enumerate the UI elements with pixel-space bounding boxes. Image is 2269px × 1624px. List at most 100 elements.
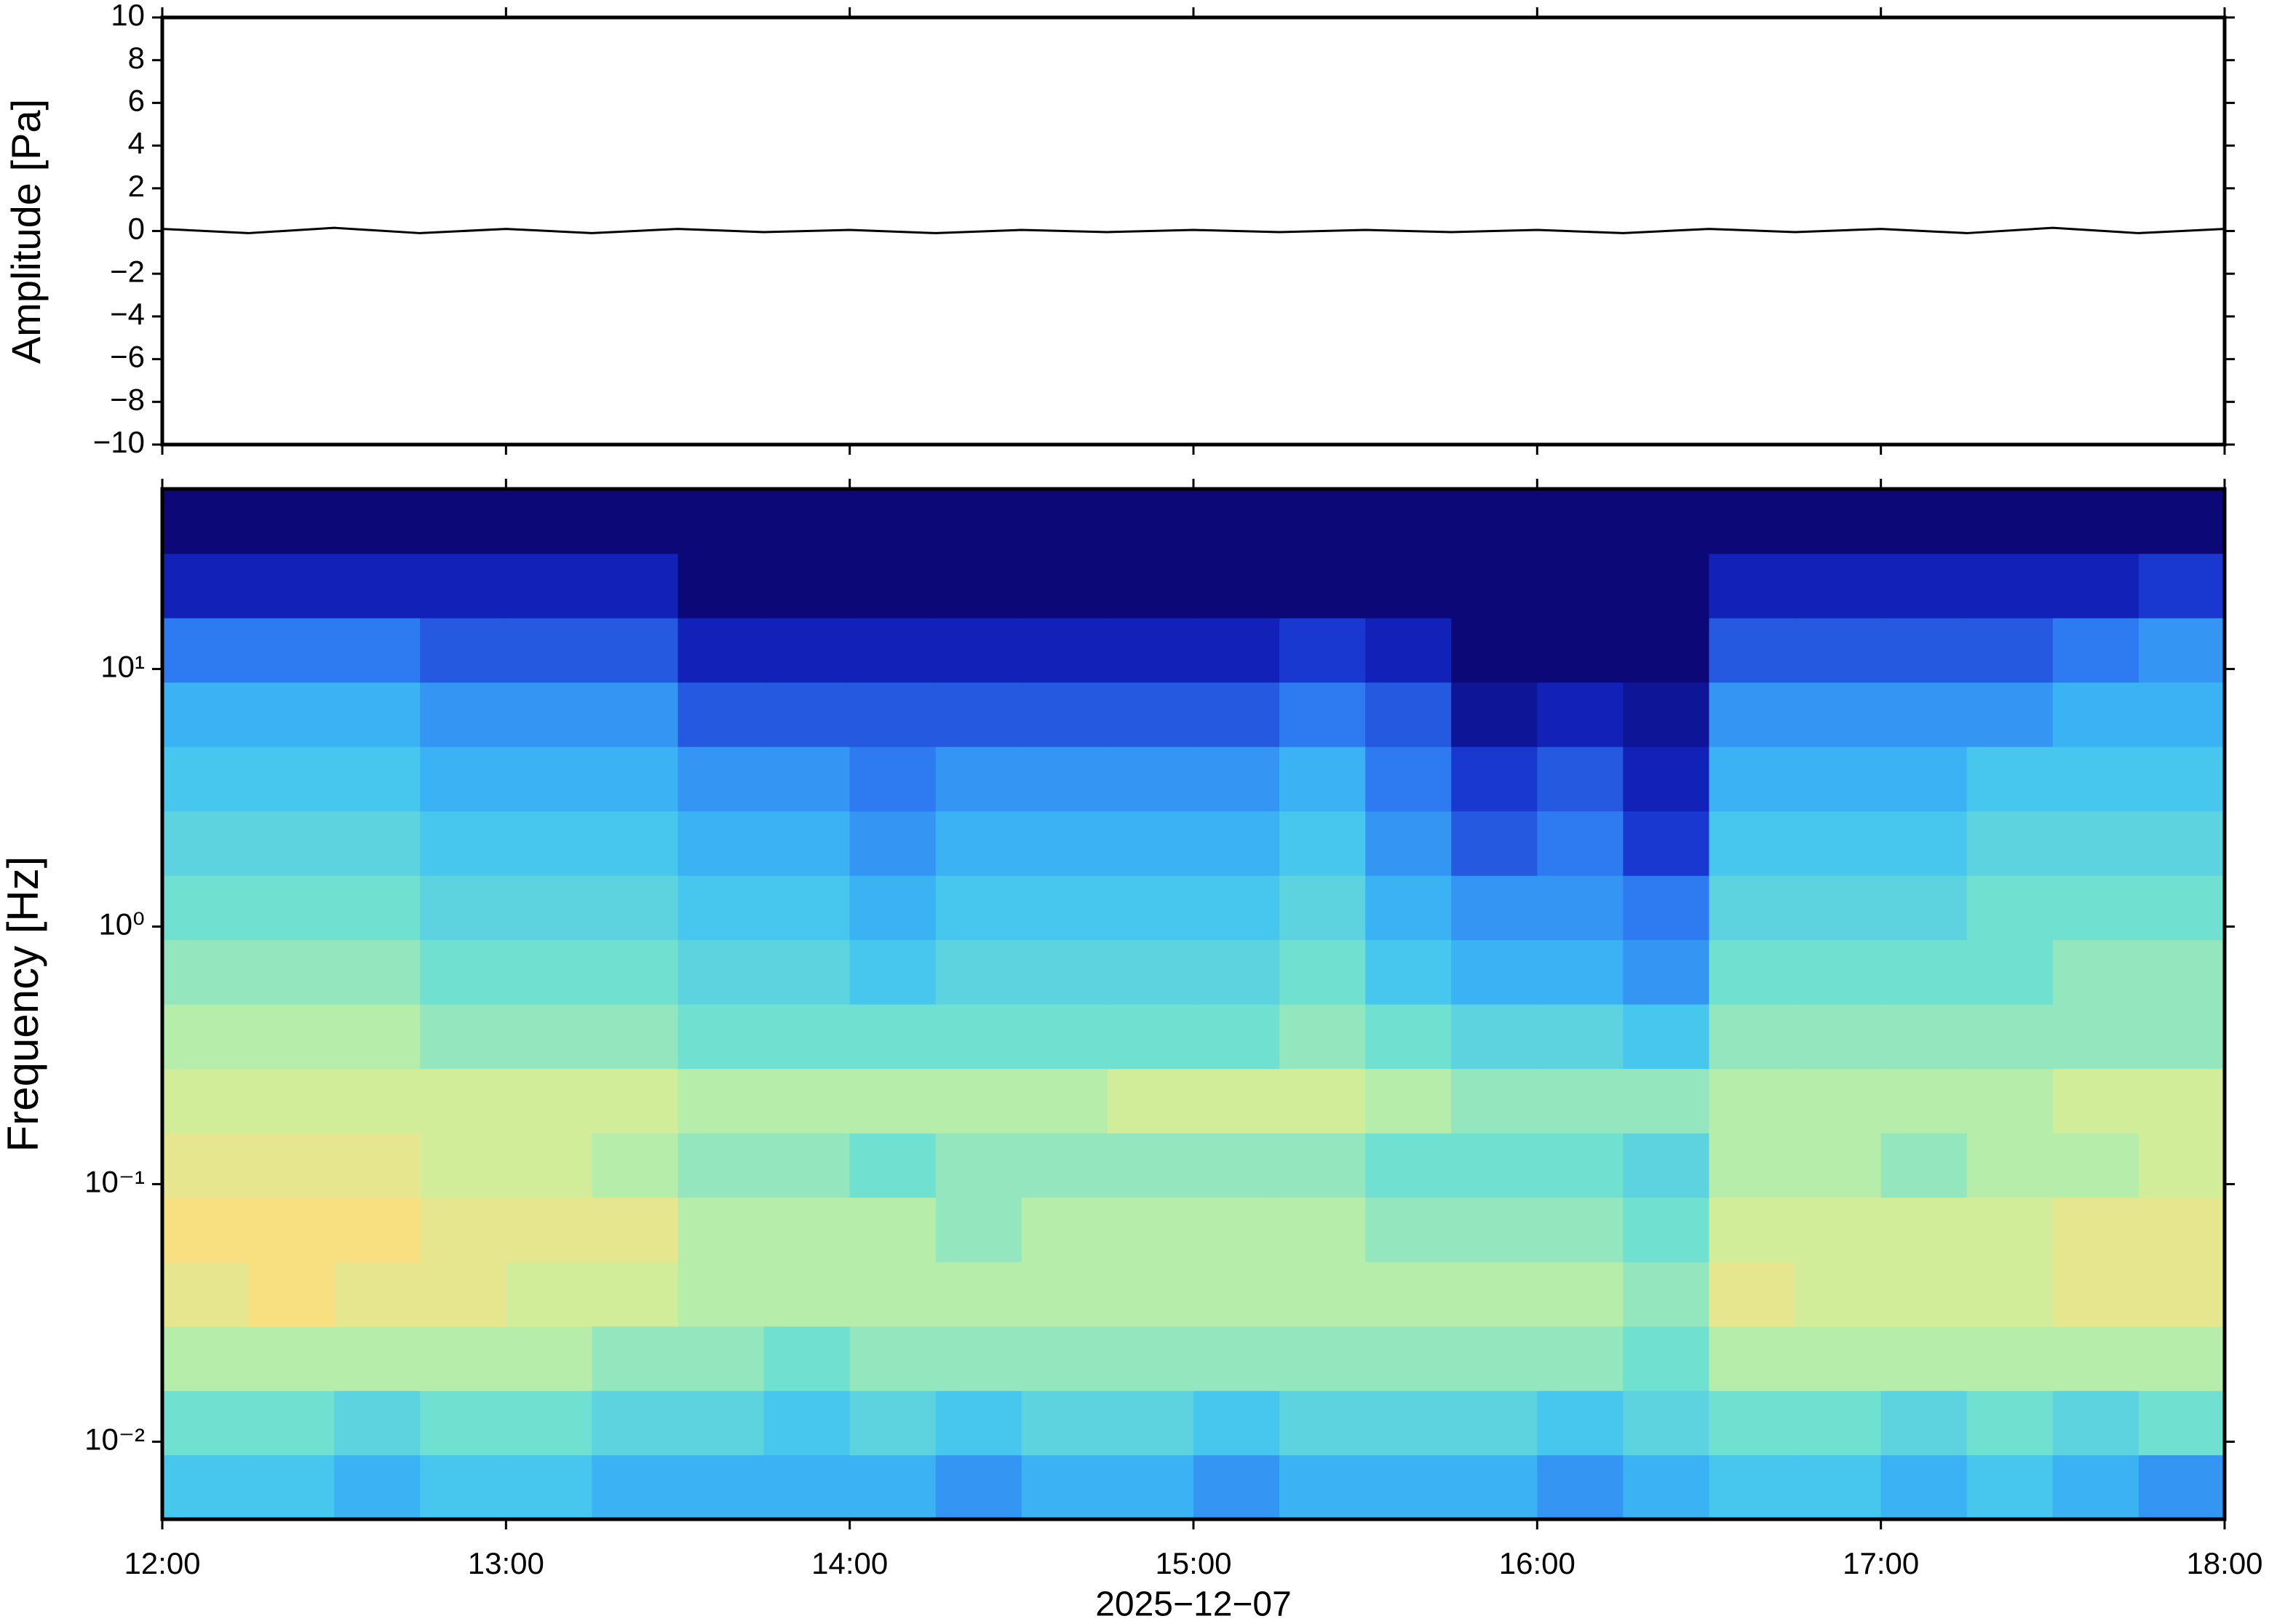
spectrogram-cell — [592, 618, 679, 683]
spectrogram-cell — [1880, 811, 1968, 876]
y-tick-label: −10 — [93, 425, 145, 459]
y-tick-label: −4 — [110, 297, 145, 331]
spectrogram-cell — [763, 553, 851, 618]
spectrogram-cell — [1107, 618, 1194, 683]
spectrogram-cell — [2052, 682, 2139, 747]
spectrogram-cell — [1021, 682, 1108, 747]
spectrogram-cell — [1537, 1197, 1624, 1262]
spectrogram-cell — [1193, 618, 1280, 683]
spectrogram-cell — [677, 1326, 765, 1391]
spectrogram-cell — [1193, 1262, 1280, 1327]
spectrogram-cell — [1537, 618, 1624, 683]
spectrogram-cell — [1193, 1326, 1280, 1391]
spectrogram-cell — [1021, 1262, 1108, 1327]
spectrogram-cell — [1623, 1197, 1710, 1262]
spectrogram-cell — [2052, 875, 2139, 941]
x-axis-label: 2025−12−07 — [1095, 1585, 1292, 1624]
spectrogram-cell — [1193, 1004, 1280, 1070]
spectrogram-cell — [1966, 1004, 2054, 1070]
y-axis-label: Frequency [Hz] — [0, 856, 47, 1153]
spectrogram-cell — [1279, 1004, 1366, 1070]
spectrogram-cell — [592, 1068, 679, 1134]
spectrogram-cell — [849, 1390, 937, 1456]
spectrogram-cell — [1623, 618, 1710, 683]
y-tick-label: 6 — [128, 83, 145, 117]
spectrogram-cell — [1451, 553, 1538, 618]
spectrogram-cell — [935, 1326, 1022, 1391]
spectrogram-cell — [248, 875, 335, 941]
spectrogram-cell — [1709, 1326, 1796, 1391]
spectrogram-cell — [334, 553, 421, 618]
spectrogram-cell — [1365, 1197, 1452, 1262]
y-tick-label: 8 — [128, 41, 145, 75]
spectrogram-cell — [1365, 1326, 1452, 1391]
spectrogram-cell — [1623, 1390, 1710, 1456]
spectrogram-cell — [849, 1262, 937, 1327]
spectrogram-cell — [1966, 618, 2054, 683]
spectrogram-cell — [1537, 682, 1624, 747]
spectrogram-cell — [763, 682, 851, 747]
spectrogram-cell — [420, 1004, 506, 1070]
spectrogram-cell — [420, 553, 506, 618]
spectrogram-cell — [1193, 1454, 1280, 1520]
spectrogram-cell — [1795, 1454, 1882, 1520]
spectrogram-cell — [1279, 1262, 1366, 1327]
spectrogram-cell — [935, 1454, 1022, 1520]
spectrogram-cell — [1193, 939, 1280, 1005]
spectrogram-cell — [849, 553, 937, 618]
spectrogram-cell — [1537, 747, 1624, 812]
spectrogram-cell — [592, 1004, 679, 1070]
spectrogram-cell — [592, 553, 679, 618]
spectrogram-cell — [1365, 682, 1452, 747]
spectrogram-cell — [2138, 489, 2225, 554]
spectrogram-cell — [592, 747, 679, 812]
spectrogram-cell — [1709, 682, 1796, 747]
spectrogram-cell — [1021, 1133, 1108, 1198]
spectrogram-cell — [1365, 553, 1452, 618]
spectrogram-cell — [1795, 1068, 1882, 1134]
spectrogram-cell — [2052, 489, 2139, 554]
spectrogram-cell — [1451, 875, 1538, 941]
spectrogram-cell — [506, 1262, 593, 1327]
spectrogram-cell — [1107, 553, 1194, 618]
spectrogram-cell — [1966, 489, 2054, 554]
spectrogram-cell — [248, 811, 335, 876]
spectrogram-cell — [1279, 1390, 1366, 1456]
spectrogram-cell — [420, 747, 506, 812]
spectrogram-cell — [935, 682, 1022, 747]
y-tick-label: 4 — [128, 126, 145, 160]
spectrogram-cell — [1021, 1197, 1108, 1262]
spectrogram-cell — [763, 811, 851, 876]
spectrogram-cell — [1193, 1197, 1280, 1262]
spectrogram-cell — [506, 1197, 593, 1262]
spectrogram-cell — [1537, 1326, 1624, 1391]
spectrogram-cell — [1537, 939, 1624, 1005]
spectrogram-cell — [1795, 1004, 1882, 1070]
spectrogram-cell — [2138, 939, 2225, 1005]
y-tick-label: 10⁻¹ — [84, 1165, 145, 1199]
spectrogram-cell — [592, 489, 679, 554]
spectrogram-cell — [1709, 939, 1796, 1005]
spectrogram-cell — [506, 618, 593, 683]
spectrogram-cell — [1537, 489, 1624, 554]
spectrogram-cell — [849, 875, 937, 941]
spectrogram-cell — [1107, 811, 1194, 876]
spectrogram-cell — [677, 1262, 765, 1327]
spectrogram-cell — [1451, 1133, 1538, 1198]
spectrogram-cell — [1709, 1068, 1796, 1134]
spectrogram-cell — [849, 1454, 937, 1520]
spectrogram-cell — [677, 1390, 765, 1456]
spectrogram-cell — [1709, 1197, 1796, 1262]
spectrogram-cell — [935, 747, 1022, 812]
spectrogram-cell — [1880, 553, 1968, 618]
spectrogram-cell — [248, 747, 335, 812]
spectrogram-cell — [1451, 1454, 1538, 1520]
spectrogram-cell — [506, 939, 593, 1005]
spectrogram-cell — [248, 1390, 335, 1456]
spectrogram-cell — [849, 1004, 937, 1070]
spectrogram-cell — [849, 1133, 937, 1198]
spectrogram-cell — [1880, 618, 1968, 683]
spectrogram-cell — [1451, 618, 1538, 683]
spectrogram-cell — [1966, 682, 2054, 747]
spectrogram-cell — [1537, 1262, 1624, 1327]
